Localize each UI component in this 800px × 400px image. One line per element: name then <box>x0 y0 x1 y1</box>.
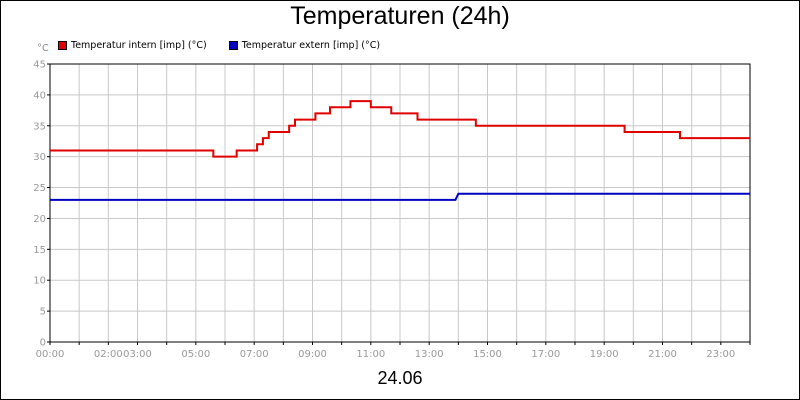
x-tick-label: 09:00 <box>298 349 327 360</box>
legend-label-intern: Temperatur intern [imp] (°C) <box>71 39 207 51</box>
legend: Temperatur intern [imp] (°C) Temperatur … <box>58 39 402 51</box>
chart-title: Temperaturen (24h) <box>290 2 510 30</box>
x-tick-label: 05:00 <box>181 349 210 360</box>
legend-label-extern: Temperatur extern [imp] (°C) <box>241 39 381 51</box>
y-axis-unit-label: °C <box>37 43 49 54</box>
x-axis-date-label: 24.06 <box>377 368 423 388</box>
legend-item-intern: Temperatur intern [imp] (°C) <box>58 40 207 51</box>
y-tick-label: 45 <box>33 60 46 71</box>
x-tick-label: 03:00 <box>123 349 152 360</box>
x-tick-label: 23:00 <box>706 349 735 360</box>
x-tick-label: 15:00 <box>473 349 502 360</box>
y-tick-label: 0 <box>40 338 46 349</box>
y-tick-label: 5 <box>40 307 46 318</box>
y-tick-label: 35 <box>33 121 46 132</box>
x-tick-label: 13:00 <box>415 349 444 360</box>
y-tick-label: 20 <box>33 214 46 225</box>
x-tick-label: 17:00 <box>531 349 560 360</box>
series-line-intern <box>50 100 750 158</box>
grid <box>50 64 750 342</box>
x-tick-label: 02:00 <box>94 349 123 360</box>
x-tick-label: 11:00 <box>356 349 385 360</box>
y-tick-label: 30 <box>33 152 46 163</box>
legend-swatch-extern <box>228 40 238 50</box>
y-tick-label: 25 <box>33 183 46 194</box>
y-tick-label: 10 <box>33 276 46 287</box>
y-tick-label: 40 <box>33 90 46 101</box>
x-tick-label: 19:00 <box>590 349 619 360</box>
series-line-extern <box>50 192 750 201</box>
x-tick-label: 07:00 <box>240 349 269 360</box>
series-lines <box>50 100 750 201</box>
axes: 0 5 10 15 20 25 30 35 40 45 00:00 02:00 03:00 05:00 07… <box>33 60 751 360</box>
legend-item-extern: Temperatur extern [imp] (°C) <box>228 39 381 51</box>
y-tick-label: 15 <box>33 245 46 256</box>
x-tick-label: 21:00 <box>648 349 677 360</box>
x-tick-label: 00:00 <box>36 349 65 360</box>
legend-swatch-intern <box>58 40 67 50</box>
